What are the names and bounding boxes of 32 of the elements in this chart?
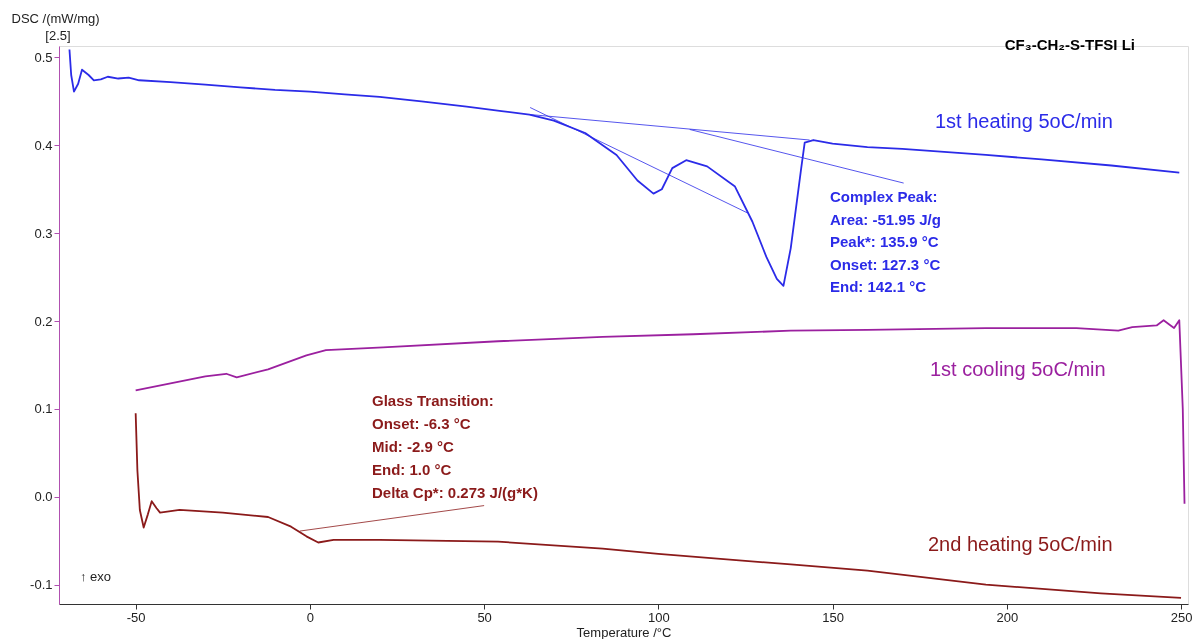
annotation: Glass Transition: xyxy=(372,392,494,409)
x-axis-title: Temperature /°C xyxy=(576,624,672,639)
x-tick-label: 0 xyxy=(306,609,315,625)
y-tick-label: 0.5 xyxy=(34,49,53,65)
chart-title: CF₃-CH₂-S-TFSI Li xyxy=(1004,36,1135,53)
x-tick-label: -50 xyxy=(126,609,146,625)
annotation: End: 1.0 °C xyxy=(372,461,452,478)
x-tick-label: 100 xyxy=(647,609,670,625)
y-axis-title: DSC /(mW/mg) xyxy=(11,10,100,26)
y-tick-label: 0.1 xyxy=(34,401,53,417)
annotation: End: 142.1 °C xyxy=(830,278,927,295)
x-tick-label: 50 xyxy=(477,609,492,625)
series-label: 2nd heating 5oC/min xyxy=(928,533,1113,555)
annotation: Mid: -2.9 °C xyxy=(372,438,454,455)
annotation: Onset: -6.3 °C xyxy=(372,415,471,432)
y-tick-label: 0.2 xyxy=(34,313,53,329)
annotation: Peak*: 135.9 °C xyxy=(830,233,939,250)
y-tick-label: 0.4 xyxy=(34,137,53,153)
y-tick-label: 0.3 xyxy=(34,225,53,241)
series-label: 1st heating 5oC/min xyxy=(935,110,1113,132)
x-tick-label: 250 xyxy=(1170,609,1193,625)
y-tick-label: -0.1 xyxy=(30,577,53,593)
annotation: Complex Peak: xyxy=(830,188,938,205)
x-tick-label: 150 xyxy=(822,609,844,625)
series-label: 1st cooling 5oC/min xyxy=(930,358,1106,380)
text: [2.5] xyxy=(45,28,71,43)
annotation: Onset: 127.3 °C xyxy=(830,255,941,273)
annotation: ↑ exo xyxy=(80,569,112,584)
annotation: Area: -51.95 J/g xyxy=(830,210,941,228)
annotation: Delta Cp*: 0.273 J/(g*K) xyxy=(372,484,538,501)
y-tick-label: 0.0 xyxy=(34,489,53,505)
x-tick-label: 200 xyxy=(996,609,1019,625)
